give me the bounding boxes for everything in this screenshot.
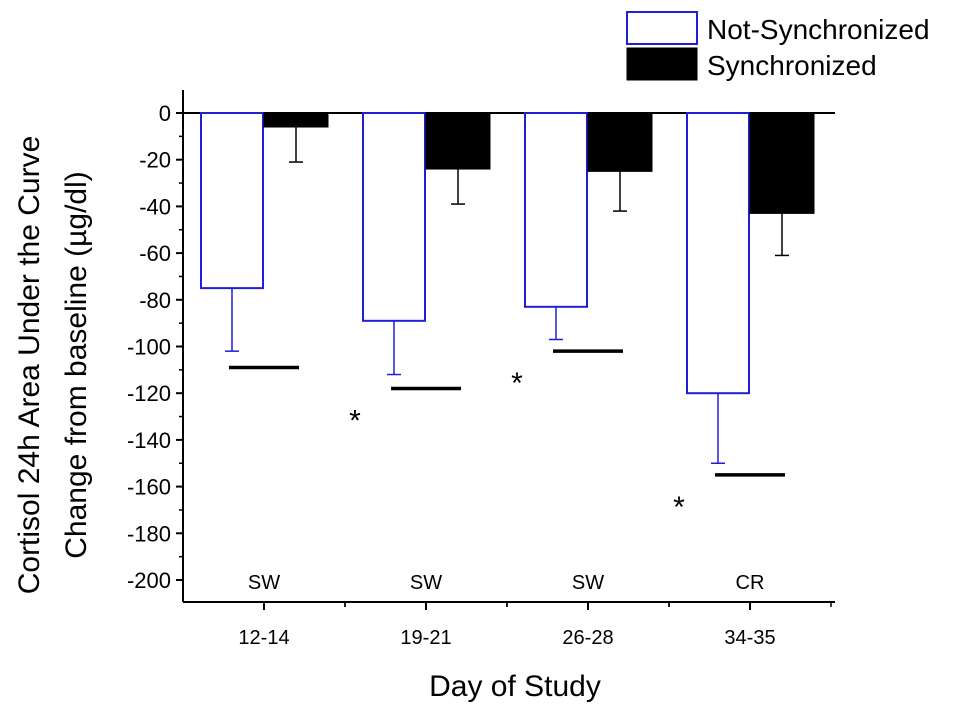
x-axis-title: Day of Study bbox=[429, 670, 601, 703]
legend-label: Not-Synchronized bbox=[707, 14, 930, 45]
y-tick-label: -20 bbox=[139, 148, 171, 173]
y-tick-label: -160 bbox=[127, 475, 171, 500]
y-tick-label: -100 bbox=[127, 335, 171, 360]
x-tick-label: 26-28 bbox=[562, 627, 613, 649]
condition-label: SW bbox=[410, 572, 442, 594]
legend-swatch-not-synchronized bbox=[626, 11, 698, 45]
bar-synchronized-12-14 bbox=[263, 112, 329, 128]
bar-synchronized-34-35 bbox=[749, 112, 815, 214]
bar-not-synchronized-19-21 bbox=[362, 112, 426, 322]
y-tick-label: -60 bbox=[139, 241, 171, 266]
y-tick-label: -200 bbox=[127, 568, 171, 593]
condition-label: SW bbox=[248, 572, 280, 594]
y-tick-label: 0 bbox=[159, 101, 171, 126]
axes: 0 -20 -40 -60 -80 -100 -120 -140 -160 -180 -200 12-… bbox=[127, 90, 835, 649]
bar-not-synchronized-12-14 bbox=[200, 112, 264, 290]
y-tick-label: -140 bbox=[127, 428, 171, 453]
significance-asterisk: * bbox=[511, 367, 523, 400]
bar-not-synchronized-26-28 bbox=[524, 112, 588, 308]
y-tick-label: -80 bbox=[139, 288, 171, 313]
y-tick-label: -40 bbox=[139, 194, 171, 219]
significance-asterisk: * bbox=[349, 405, 361, 438]
y-tick-label: -180 bbox=[127, 521, 171, 546]
significance-asterisk: * bbox=[673, 491, 685, 524]
annotations: SW SW * SW * CR * bbox=[229, 349, 785, 594]
y-axis-title-line1: Cortisol 24h Area Under the Curve bbox=[13, 136, 46, 595]
x-tick-label: 19-21 bbox=[400, 627, 451, 649]
x-tick-label: 12-14 bbox=[238, 627, 289, 649]
x-tick-label: 34-35 bbox=[724, 627, 775, 649]
bar-synchronized-26-28 bbox=[587, 112, 653, 172]
legend-label: Synchronized bbox=[707, 50, 877, 81]
bar-not-synchronized-34-35 bbox=[686, 112, 750, 395]
condition-label: CR bbox=[736, 572, 765, 594]
y-axis-title-line2: Change from baseline (µg/dl) bbox=[60, 171, 93, 558]
y-tick-label: -120 bbox=[127, 381, 171, 406]
bar-synchronized-19-21 bbox=[425, 112, 491, 170]
legend: Not-Synchronized Synchronized bbox=[626, 11, 930, 81]
legend-swatch-synchronized bbox=[626, 47, 698, 81]
bars bbox=[200, 112, 815, 464]
condition-label: SW bbox=[572, 572, 604, 594]
